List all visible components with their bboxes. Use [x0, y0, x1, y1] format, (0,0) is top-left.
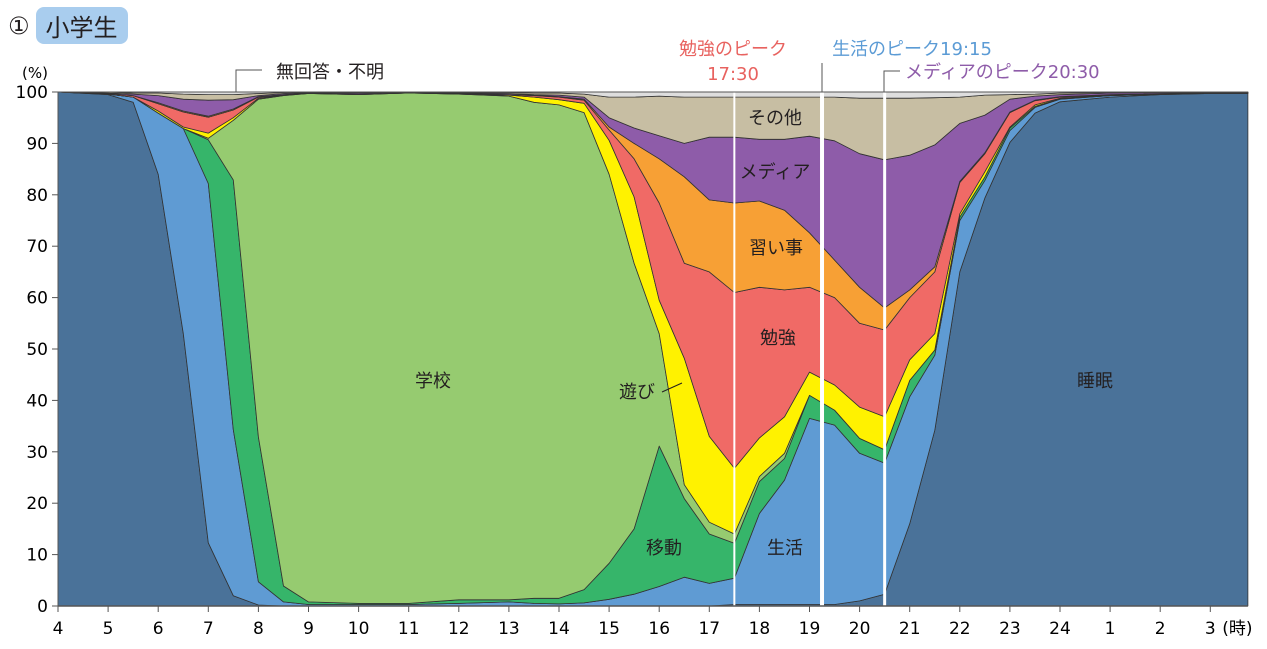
- x-tick-label: 8: [253, 619, 264, 639]
- series-label: 習い事: [749, 238, 803, 259]
- x-tick-label: 20: [849, 619, 871, 639]
- x-tick-label: 5: [103, 619, 114, 639]
- x-tick-label: 15: [598, 619, 620, 639]
- chart-header: ① 小学生: [8, 7, 128, 44]
- x-tick-label: 24: [1049, 619, 1071, 639]
- y-tick-label: 30: [26, 443, 48, 463]
- x-tick-label: 13: [498, 619, 520, 639]
- y-tick-label: 50: [26, 340, 48, 360]
- x-tick-label: 17: [698, 619, 720, 639]
- y-tick-label: 80: [26, 186, 48, 206]
- x-tick-label: 14: [548, 619, 570, 639]
- series-label: 勉強: [760, 328, 796, 349]
- y-tick-label: 60: [26, 289, 48, 309]
- x-tick-label: 7: [203, 619, 214, 639]
- x-axis-label: (時): [1222, 619, 1252, 639]
- peak-lines: [733, 92, 887, 606]
- y-tick-label: 90: [26, 134, 48, 154]
- media-peak-label: メディアのピーク20:30: [905, 62, 1100, 83]
- y-tick-label: 100: [16, 83, 48, 103]
- x-tick-label: 21: [899, 619, 921, 639]
- series-label: 遊び: [619, 382, 655, 403]
- y-tick-label: 40: [26, 391, 48, 411]
- x-tick-label: 10: [348, 619, 370, 639]
- x-tick-label: 12: [448, 619, 470, 639]
- x-tick-label: 4: [53, 619, 64, 639]
- y-tick-label: 20: [26, 494, 48, 514]
- section-number: ①: [8, 11, 30, 40]
- play-leader: [661, 382, 683, 393]
- unknown-leader: [235, 69, 262, 92]
- series-label: 学校: [415, 371, 451, 392]
- series-label: 移動: [646, 538, 682, 559]
- series-label: 無回答・不明: [276, 62, 384, 83]
- x-tick-label: 16: [648, 619, 670, 639]
- x-tick-label: 19: [799, 619, 821, 639]
- media-peak-leader: [883, 70, 900, 92]
- y-tick-label: 70: [26, 237, 48, 257]
- x-tick-label: 1: [1105, 619, 1116, 639]
- x-tick-label: 11: [398, 619, 420, 639]
- series-label: 生活: [767, 538, 803, 559]
- page-title: 小学生: [35, 7, 128, 44]
- x-tick-label: 3: [1205, 619, 1216, 639]
- life-peak-label: 生活のピーク19:15: [832, 39, 992, 60]
- study-peak-time: 17:30: [707, 64, 759, 85]
- x-tick-label: 23: [999, 619, 1021, 639]
- x-tick-label: 9: [303, 619, 314, 639]
- x-tick-label: 22: [949, 619, 971, 639]
- series-label: メディア: [740, 162, 811, 183]
- series-label: その他: [748, 108, 802, 129]
- y-tick-label: 0: [37, 597, 48, 617]
- x-tick-label: 18: [749, 619, 771, 639]
- x-tick-label: 6: [153, 619, 164, 639]
- series-label: 睡眠: [1077, 371, 1113, 392]
- y-axis-label: (%): [22, 64, 48, 82]
- area-layers: [57, 91, 1249, 607]
- study-peak-label: 勉強のピーク: [679, 39, 787, 60]
- y-tick-label: 10: [26, 546, 48, 566]
- x-tick-label: 2: [1155, 619, 1166, 639]
